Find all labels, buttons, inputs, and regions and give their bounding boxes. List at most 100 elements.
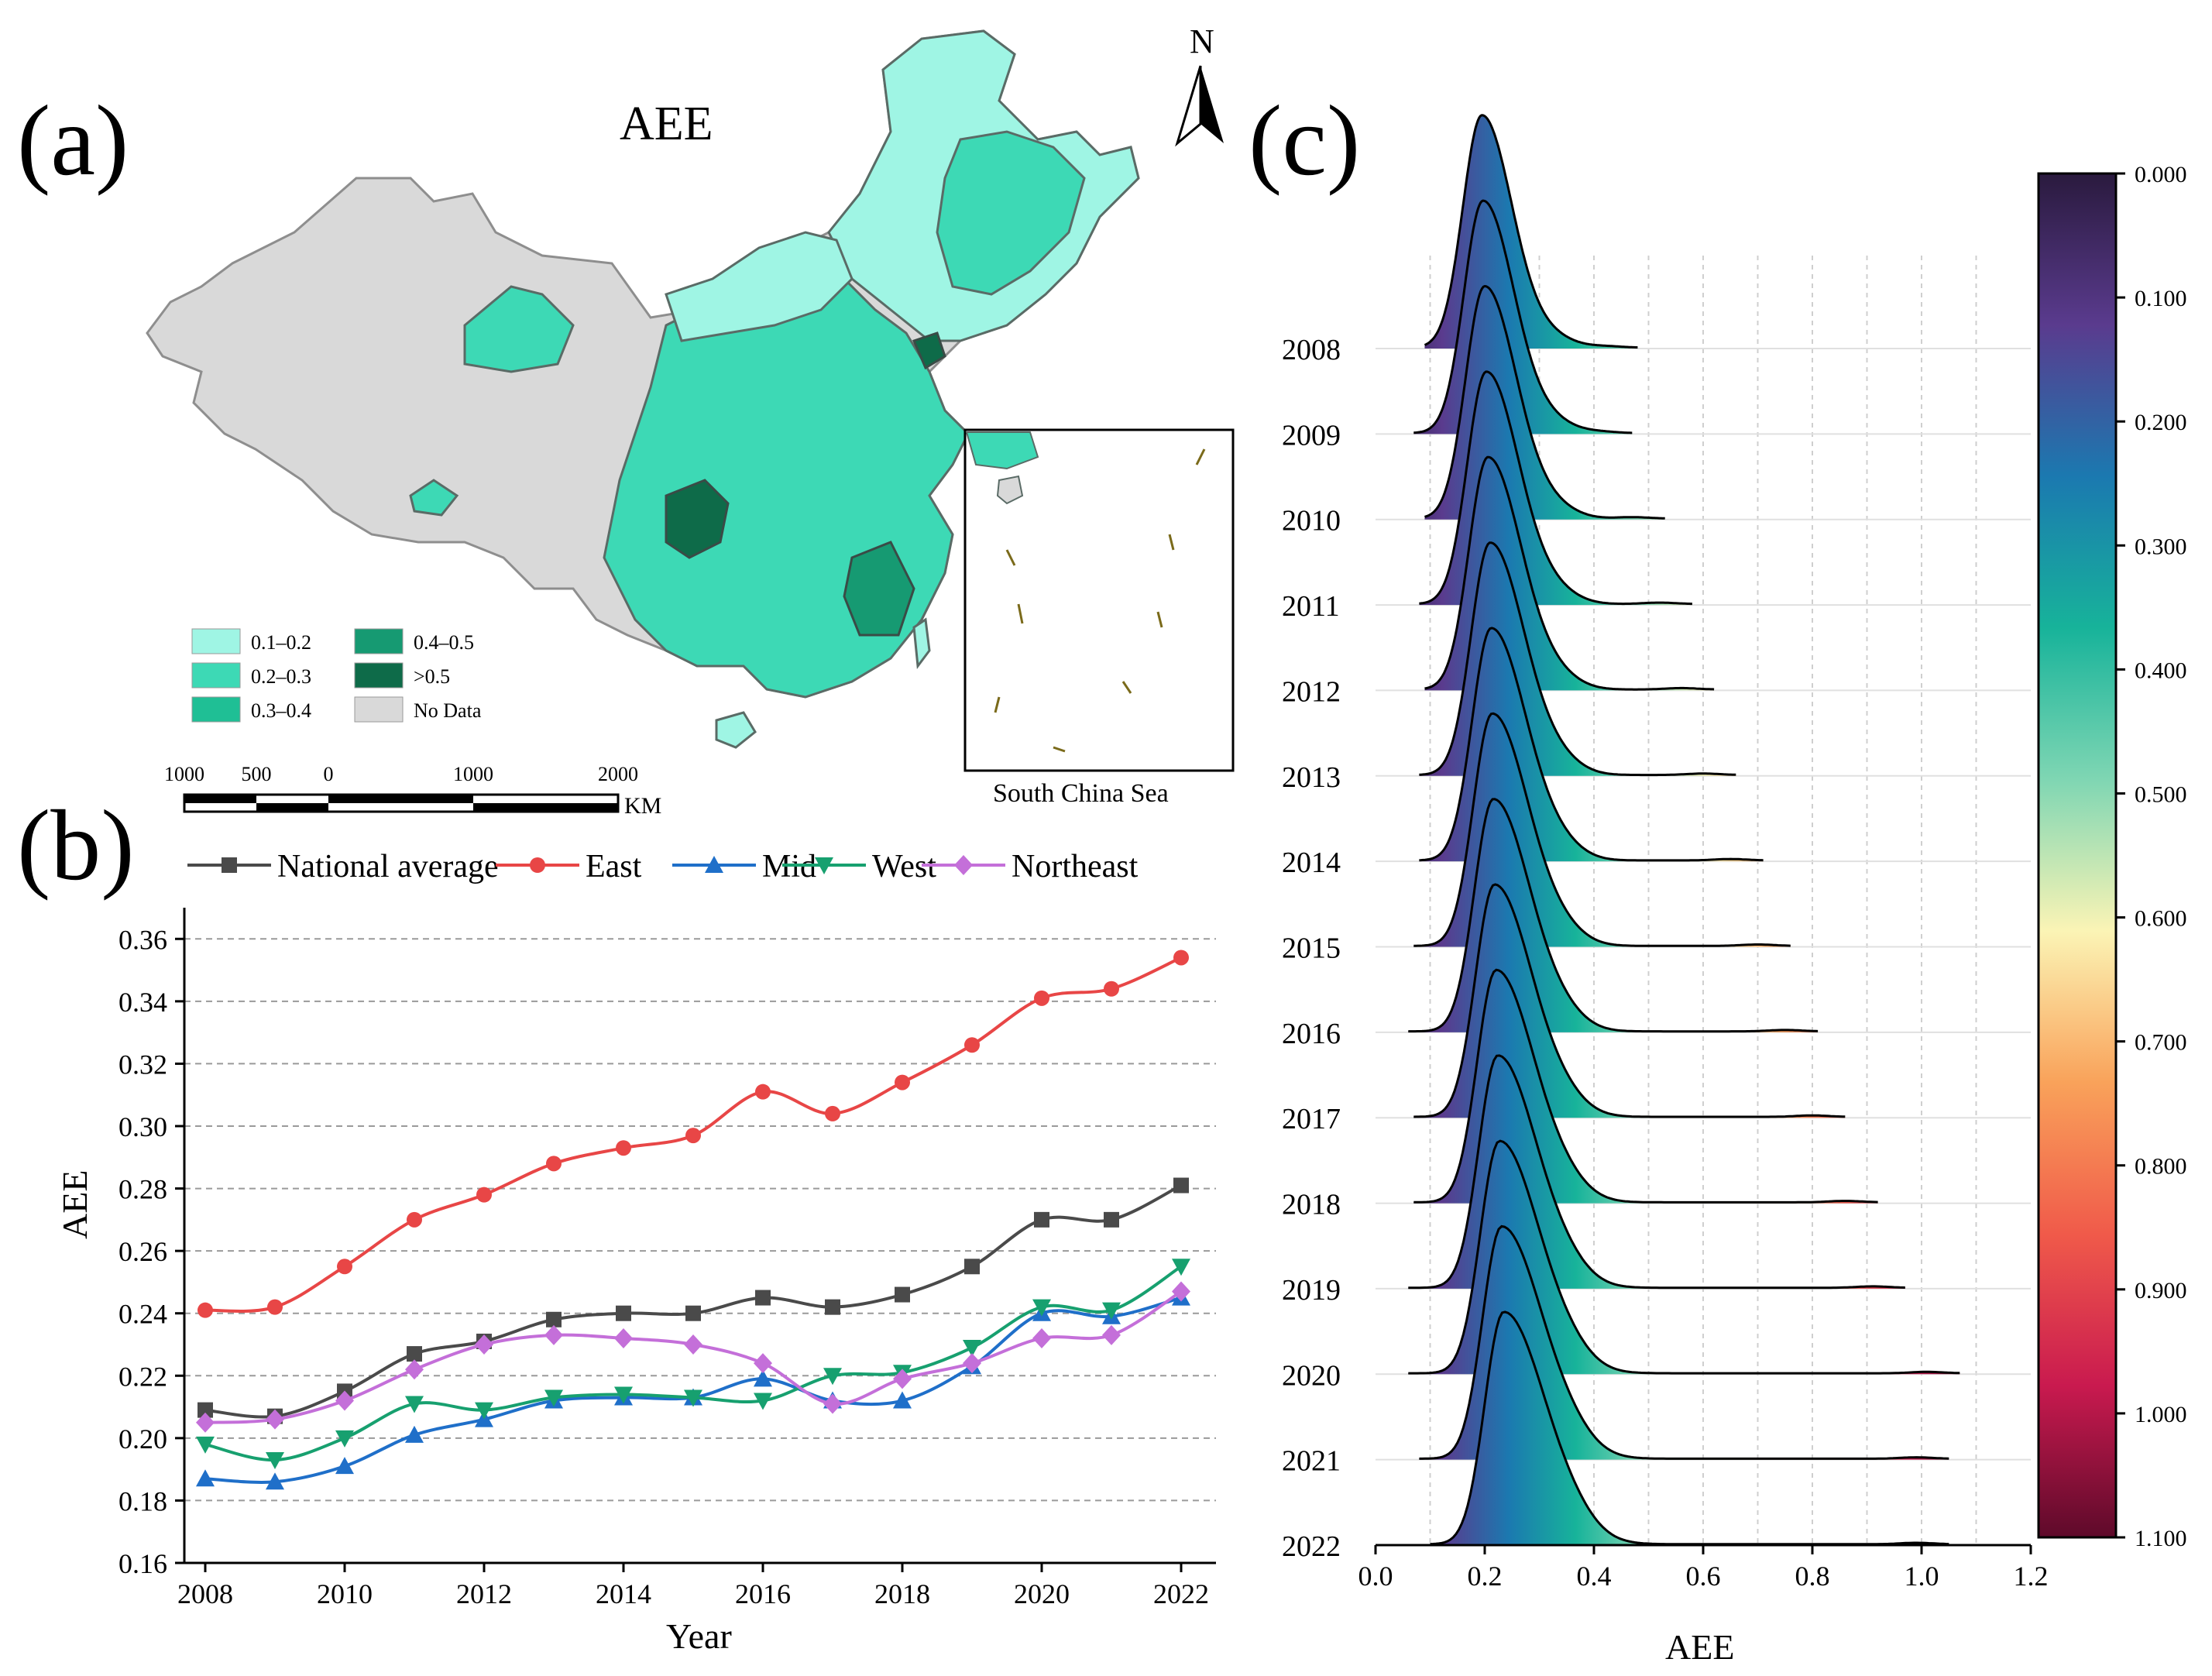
ridge-fill (1408, 1141, 1960, 1375)
data-point-northeast (1032, 1327, 1051, 1348)
data-point-west (405, 1396, 424, 1413)
data-point-mid (754, 1369, 772, 1387)
data-point-west (544, 1389, 563, 1407)
data-point-east (685, 1128, 701, 1144)
map-legend-swatch (191, 628, 241, 654)
inset-label: South China Sea (993, 779, 1169, 808)
map-title: AEE (620, 98, 713, 150)
data-point-national-average (616, 1305, 631, 1321)
legend-marker (954, 855, 973, 875)
ridge-outline (1419, 541, 1736, 777)
north-arrow-icon: N (1175, 22, 1224, 147)
x-tick-label: 2018 (874, 1578, 930, 1609)
y-tick-label: 0.24 (118, 1299, 167, 1330)
ridge-outline (1419, 627, 1764, 862)
ridge-year-label: 2009 (1282, 419, 1341, 452)
data-point-national-average (1034, 1211, 1049, 1228)
data-point-west (684, 1389, 702, 1407)
north-label: N (1190, 22, 1214, 60)
map-region-dark-coast (912, 331, 946, 370)
map-region-dark-central (665, 479, 730, 559)
map-legend: 0.1–0.2 0.2–0.3 0.3–0.4 0.4–0.5 >0.5 No Data (191, 628, 482, 723)
ridge-outline (1419, 370, 1692, 606)
data-point-east (825, 1105, 840, 1121)
colorbar-tick-label: 0.500 (2135, 781, 2187, 807)
x-tick-label: 2012 (456, 1578, 512, 1609)
colorbar-tick-label: 0.900 (2135, 1278, 2187, 1303)
ridge-outline (1413, 712, 1791, 947)
colorbar: 0.000 0.100 0.200 0.300 0.400 0.500 0.600 0.700… (2037, 162, 2187, 1551)
colorbar-tick-label: 0.200 (2135, 410, 2187, 435)
data-point-east (267, 1299, 283, 1315)
data-point-northeast (405, 1359, 424, 1380)
inset-dashed-boundary (994, 448, 1206, 753)
data-point-mid (405, 1425, 424, 1443)
colorbar-tick-label: 0.000 (2135, 162, 2187, 187)
map-region-hainan (715, 711, 757, 749)
panel-b-letter: (b) (17, 790, 135, 902)
map-region-tibet-patch (409, 479, 459, 517)
ridge-fill (1430, 1311, 1949, 1545)
panel-c: (c) 2008 2009 2010 2011 2012 2013 2014 2015 2016… (1249, 85, 2187, 1667)
data-point-east (1173, 950, 1189, 966)
inset-hainan (996, 475, 1024, 505)
y-tick-label: 0.34 (118, 987, 167, 1018)
ridge-xlabel: AEE (1665, 1627, 1734, 1667)
x-tick-label: 2016 (735, 1578, 791, 1609)
data-point-east (616, 1140, 631, 1156)
map-legend-label: 0.1–0.2 (251, 631, 311, 654)
inset-coastline (965, 431, 1039, 470)
data-point-northeast (335, 1390, 354, 1411)
y-tick-label: 0.32 (118, 1049, 167, 1080)
ridge-series: 2008 2009 2010 2011 2012 2013 2014 2015 2016 2017… (1282, 114, 1960, 1563)
data-point-west (754, 1393, 772, 1410)
legend-label: East (586, 849, 642, 884)
line-chart-axes: 0.16 0.18 0.20 0.22 0.24 0.26 0.28 0.30 0.32 0.34… (118, 908, 1216, 1609)
line-chart-grid (184, 938, 1216, 1502)
data-point-west (475, 1402, 493, 1420)
data-point-national-average (685, 1305, 701, 1321)
ridge-fill (1424, 115, 1638, 349)
data-point-east (755, 1084, 771, 1100)
scale-label: 1000 (453, 763, 493, 785)
map-legend-label: 0.2–0.3 (251, 665, 311, 688)
data-point-national-average (825, 1299, 840, 1315)
data-point-east (1104, 981, 1119, 997)
data-point-national-average (198, 1402, 213, 1418)
y-tick-label: 0.26 (118, 1236, 167, 1267)
data-point-northeast (1102, 1324, 1121, 1345)
ridge-year-label: 2012 (1282, 675, 1341, 708)
ridge-year-label: 2016 (1282, 1018, 1341, 1050)
data-point-east (337, 1259, 352, 1275)
ridge-year-label: 2008 (1282, 334, 1341, 366)
map-region-medium-south (843, 541, 915, 637)
ridge-year-label: 2013 (1282, 761, 1341, 794)
data-point-west (335, 1430, 354, 1448)
data-point-national-average (964, 1259, 980, 1275)
china-map (146, 29, 1140, 749)
data-point-west (1172, 1259, 1190, 1276)
x-tick-label: 2010 (317, 1578, 373, 1609)
colorbar-tick-label: 0.100 (2135, 286, 2187, 311)
data-point-west (1032, 1299, 1051, 1317)
data-point-west (614, 1386, 633, 1404)
map-legend-swatch (191, 696, 241, 723)
ridge-year-label: 2019 (1282, 1274, 1341, 1307)
panel-c-letter: (c) (1249, 85, 1360, 197)
scale-label: 1000 (164, 763, 204, 785)
map-legend-swatch (354, 628, 404, 654)
y-tick-label: 0.28 (118, 1174, 167, 1205)
ridge-x-tick-label: 0.0 (1358, 1561, 1393, 1592)
ridge-x-tick-label: 1.0 (1905, 1561, 1939, 1592)
ridge-outline (1408, 798, 1819, 1033)
line-chart-legend: National average East Mid West Northeast (187, 849, 1139, 884)
colorbar-bar (2037, 172, 2118, 1539)
data-point-national-average (546, 1311, 562, 1327)
data-point-northeast (614, 1327, 633, 1348)
ridge-outline (1424, 284, 1665, 520)
data-point-east (1034, 990, 1049, 1006)
data-point-east (476, 1187, 492, 1203)
map-region-northeast-core (936, 130, 1086, 296)
legend-label: National average (277, 849, 499, 884)
data-point-mid (266, 1472, 284, 1490)
